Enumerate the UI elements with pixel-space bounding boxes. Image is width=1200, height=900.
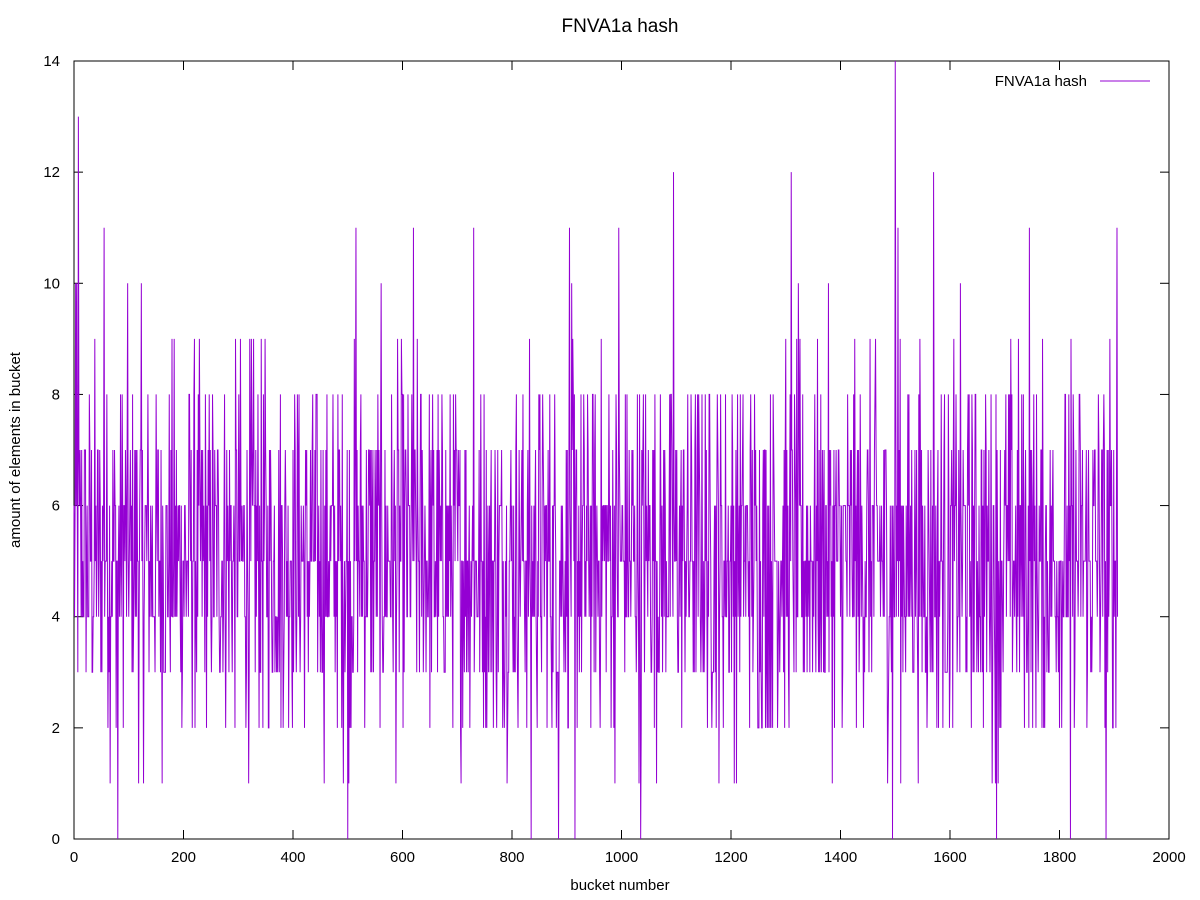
y-tick-label: 8 [52, 386, 60, 403]
y-tick-label: 0 [52, 831, 60, 848]
legend-entry-label: FNVA1a hash [995, 73, 1087, 90]
x-tick-label: 0 [70, 849, 78, 866]
y-tick-label: 2 [52, 720, 60, 737]
y-tick-label: 10 [43, 275, 60, 292]
chart-title: FNVA1a hash [562, 16, 679, 37]
x-tick-label: 1600 [933, 849, 966, 866]
x-tick-label: 400 [280, 849, 305, 866]
x-tick-label: 200 [171, 849, 196, 866]
y-tick-label: 12 [43, 164, 60, 181]
x-axis-label: bucket number [570, 877, 669, 894]
x-tick-label: 2000 [1152, 849, 1185, 866]
x-tick-label: 1000 [605, 849, 638, 866]
axis-ticks [73, 60, 1170, 840]
legend: FNVA1a hash [995, 73, 1150, 90]
series-line [73, 60, 1119, 840]
y-axis-label: amount of elements in bucket [7, 351, 24, 548]
x-tick-label: 800 [499, 849, 524, 866]
y-tick-label: 4 [52, 609, 60, 626]
y-tick-label: 14 [43, 53, 60, 70]
axis-tick-labels: 0 200 400 600 800 1000 1200 1400 1600 1800 2000 0 2 4… [43, 53, 1185, 866]
x-tick-label: 1800 [1043, 849, 1076, 866]
x-tick-label: 1400 [824, 849, 857, 866]
x-tick-label: 1200 [714, 849, 747, 866]
y-tick-label: 6 [52, 498, 60, 515]
x-tick-label: 600 [390, 849, 415, 866]
